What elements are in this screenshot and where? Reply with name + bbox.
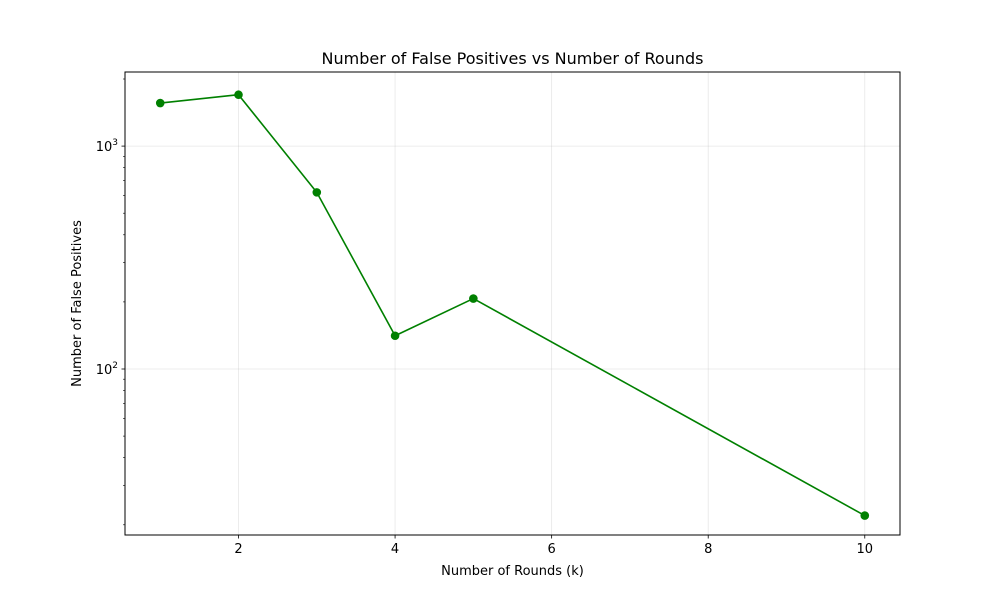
grid <box>125 72 900 535</box>
x-tick-label: 4 <box>391 542 399 557</box>
x-tick-label: 6 <box>548 542 556 557</box>
data-point <box>312 188 322 197</box>
y-axis-label: Number of False Positives <box>70 220 85 387</box>
y-tick-label-exponent: 3 <box>112 138 118 148</box>
x-tick-label: 2 <box>234 542 242 557</box>
data-point <box>155 98 165 108</box>
data-point <box>860 511 870 520</box>
chart-title: Number of False Positives vs Number of R… <box>322 49 704 68</box>
y-tick-label: 102 <box>96 361 118 378</box>
y-tick-label-base: 10 <box>96 363 113 378</box>
x-tick-label: 8 <box>704 542 712 557</box>
series-layer <box>155 90 870 520</box>
y-tick-label-exponent: 2 <box>112 361 118 371</box>
data-point <box>234 90 243 100</box>
data-point <box>390 331 400 341</box>
plot-frame <box>124 71 901 536</box>
data-point <box>469 294 478 303</box>
x-tick-label: 10 <box>856 542 873 557</box>
y-tick-label: 103 <box>96 138 118 155</box>
x-axis-label: Number of Rounds (k) <box>441 564 584 579</box>
y-tick-label-base: 10 <box>96 140 113 155</box>
series-line <box>160 93 866 517</box>
